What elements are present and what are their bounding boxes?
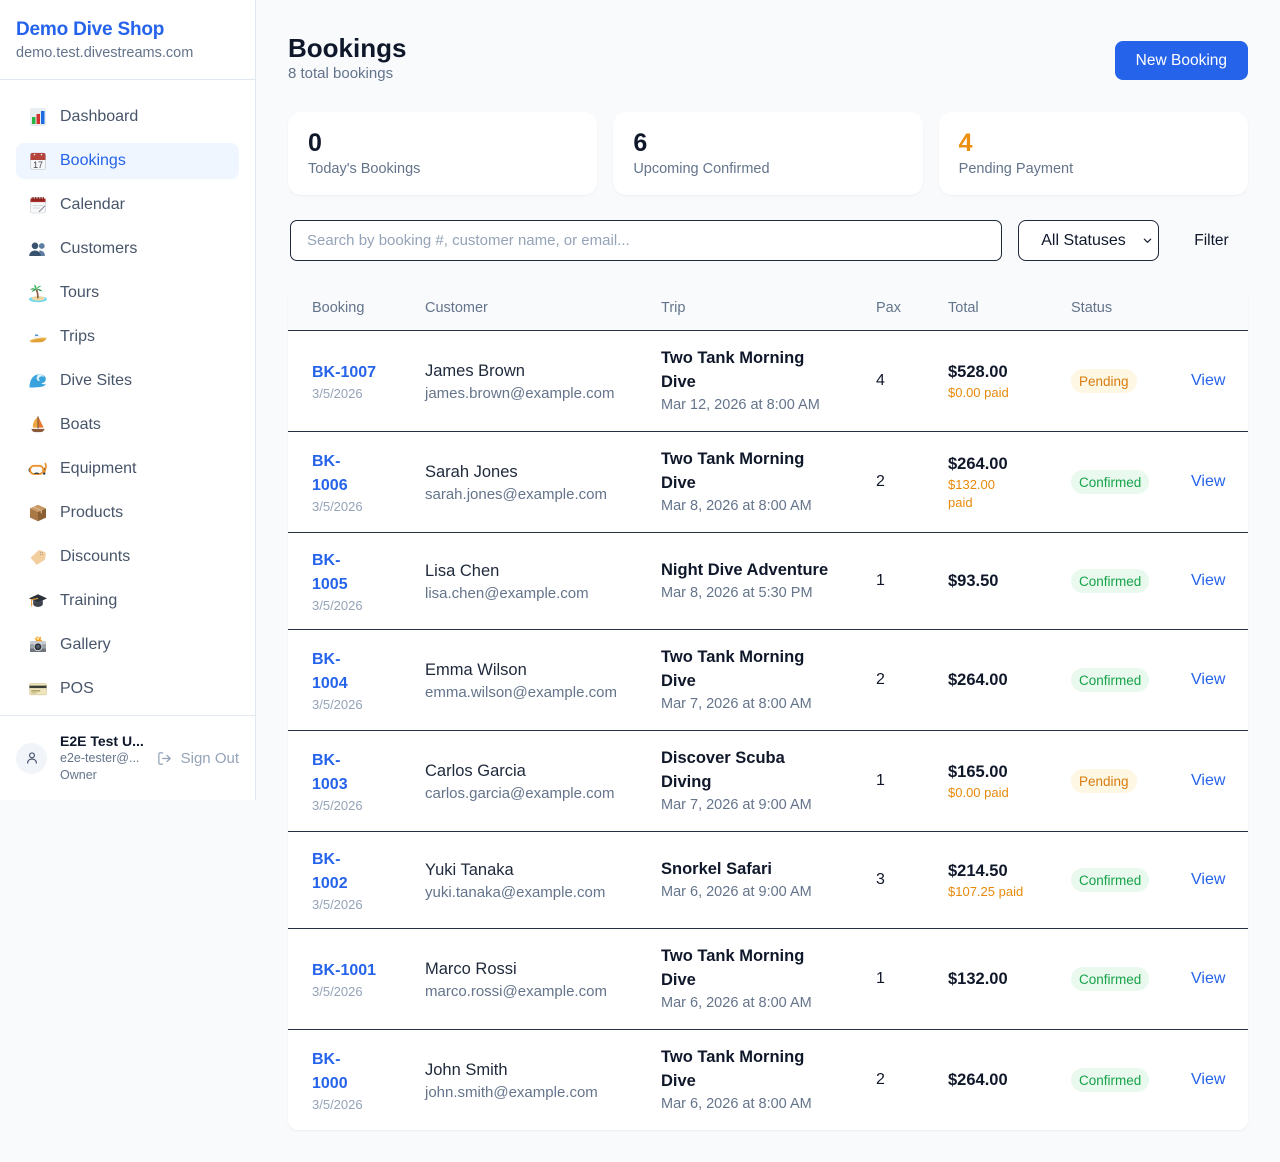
svg-text:17: 17	[33, 160, 43, 170]
